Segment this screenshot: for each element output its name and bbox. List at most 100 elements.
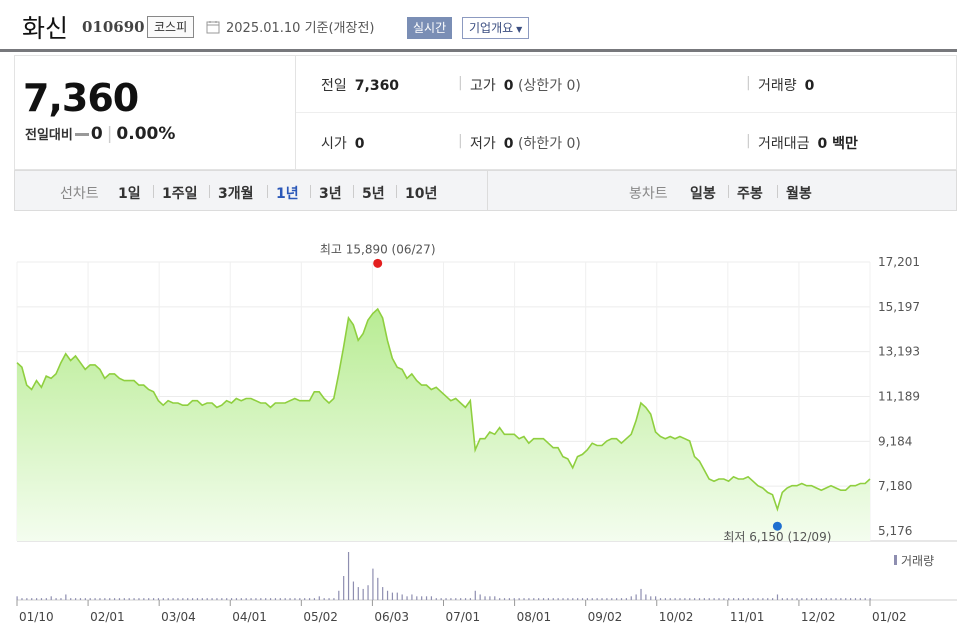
volume-bar (616, 598, 618, 600)
volume-bar (240, 598, 242, 600)
x-tick-label: 06/03 (374, 610, 409, 624)
y-tick-label: 11,189 (878, 390, 920, 404)
volume-bar (479, 594, 481, 600)
volume-bar (869, 598, 871, 600)
volume-bar (503, 598, 506, 600)
volume-bar (703, 598, 705, 600)
volume-bar (708, 598, 710, 600)
tab-weekly[interactable]: 주봉 (737, 186, 763, 202)
y-tick-label: 17,201 (878, 255, 920, 269)
volume-bar (265, 598, 267, 600)
min-point-marker (772, 521, 782, 531)
x-tick-label: 04/01 (232, 610, 267, 624)
company-info-label: 기업개요 (469, 21, 514, 35)
volume-bar (138, 598, 140, 600)
volume-bar (162, 598, 164, 600)
volume-bar (79, 598, 82, 600)
volume-bar (269, 598, 272, 600)
quote-panel: 7,360 전일대비 0 | 0.00% 전일 7,360 | 고가 0 (상한가 0) |… (14, 55, 957, 170)
y-tick-label: 15,197 (878, 300, 920, 314)
y-tick-label: 7,180 (878, 479, 912, 493)
volume-bar (538, 598, 540, 600)
volume-bar (391, 592, 394, 600)
volume-bar (31, 598, 33, 600)
volume: | 거래량 0 (746, 75, 815, 95)
volume-bar (367, 585, 369, 600)
volume-bar (347, 552, 350, 600)
volume-bar (689, 598, 691, 600)
tab-1y[interactable]: 1년 (276, 186, 299, 202)
x-tick-label: 05/02 (303, 610, 338, 624)
volume-bar (811, 598, 813, 600)
volume-bar (854, 598, 857, 600)
volume-bar (508, 598, 511, 600)
volume-bar (552, 598, 554, 600)
volume-bar (274, 598, 277, 600)
tab-1d[interactable]: 1일 (118, 186, 141, 202)
tab-5y[interactable]: 5년 (362, 186, 385, 202)
volume-bar (742, 598, 744, 600)
tab-3m[interactable]: 3개월 (218, 186, 254, 202)
volume-bar (830, 598, 832, 600)
volume-bar (601, 598, 603, 600)
flat-icon (74, 132, 89, 136)
volume-bar (211, 598, 213, 600)
volume-bar (776, 594, 779, 600)
x-tick-label: 12/02 (801, 610, 836, 624)
volume-bar (557, 598, 559, 600)
stock-header: 화신 010690 코스피 2025.01.10 기준(개장전) 실시간 기업개… (0, 0, 957, 52)
calendar-icon (206, 21, 220, 34)
tab-3y[interactable]: 3년 (319, 186, 342, 202)
volume-bar (157, 598, 160, 600)
volume-bar (377, 577, 379, 600)
stock-name: 화신 (22, 14, 69, 43)
volume-bar (226, 598, 228, 600)
volume-bar (343, 576, 345, 600)
divider (777, 185, 778, 198)
x-tick-label: 03/04 (161, 610, 196, 624)
volume-legend: 거래량 (901, 554, 934, 568)
volume-bar (279, 598, 281, 600)
prev-value: 7,360 (354, 78, 400, 94)
tab-daily[interactable]: 일봉 (690, 186, 716, 202)
trade-amount: | 거래대금 0 백만 (746, 133, 858, 153)
volume-bar (562, 598, 564, 600)
tab-10y[interactable]: 10년 (405, 186, 438, 202)
volume-bar (474, 590, 476, 600)
divider (295, 56, 296, 169)
volume-bar (328, 598, 330, 600)
volume-bar (620, 598, 623, 600)
volume-bar (289, 598, 291, 600)
volume-bar (455, 598, 457, 600)
divider (209, 185, 210, 198)
max-point-marker (373, 258, 383, 268)
current-price: 7,360 (23, 76, 139, 120)
volume-bar (835, 598, 837, 600)
x-tick-label: 09/02 (588, 610, 623, 624)
volume-bar (362, 588, 364, 600)
volume-bar (84, 598, 86, 600)
volume-value: 0 (804, 78, 815, 94)
divider: | (746, 75, 751, 91)
volume-bar (806, 598, 808, 600)
price-line (16, 307, 871, 512)
volume-bar (630, 596, 632, 600)
tab-1w[interactable]: 1주일 (162, 186, 198, 202)
volume-bar (430, 596, 433, 600)
tab-monthly[interactable]: 월봉 (786, 186, 812, 202)
realtime-button[interactable]: 실시간 (407, 17, 453, 39)
divider (728, 185, 729, 198)
divider: | (106, 124, 113, 144)
volume-bar (533, 598, 535, 600)
volume-bar (255, 598, 257, 600)
volume-bar (791, 598, 793, 600)
volume-bar (357, 587, 359, 600)
x-tick-label: 01/10 (19, 610, 54, 624)
volume-bar (494, 596, 496, 600)
volume-bar (421, 596, 423, 600)
volume-bar (313, 598, 316, 600)
company-info-dropdown[interactable]: 기업개요 ▼ (462, 17, 530, 39)
volume-bar (406, 596, 408, 600)
volume-bar (382, 587, 384, 600)
x-tick-label: 11/01 (730, 610, 765, 624)
